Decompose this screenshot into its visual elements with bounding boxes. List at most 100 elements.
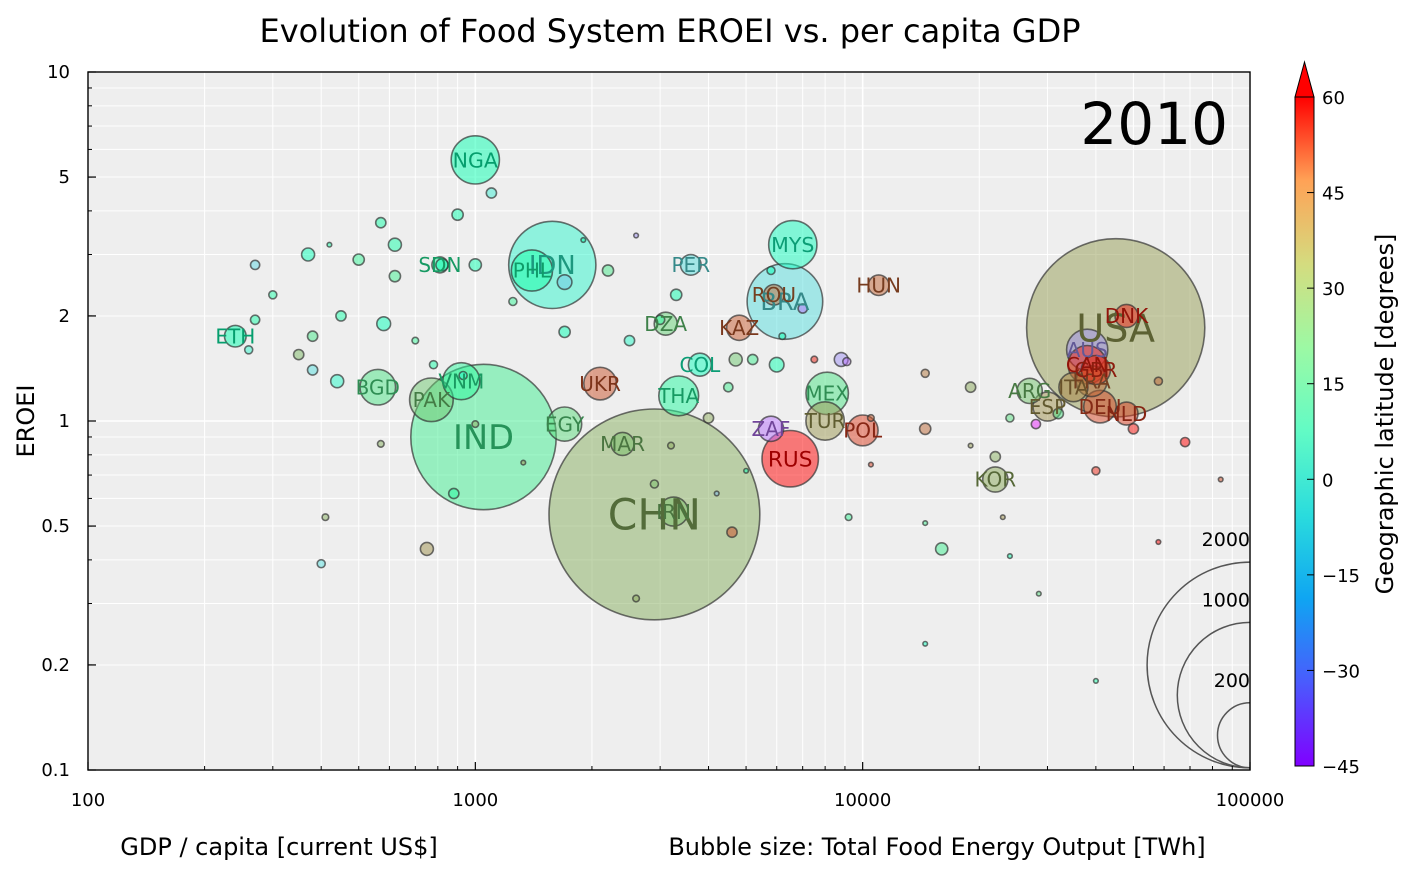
bubble — [866, 413, 876, 423]
bubble-label-bra: BRA — [760, 288, 809, 316]
bubble — [1179, 436, 1191, 448]
bubble — [326, 241, 333, 248]
bubbles — [223, 134, 1224, 685]
bubble — [1155, 538, 1162, 546]
bubble — [666, 441, 676, 450]
y-tick-label: 0.5 — [41, 516, 70, 537]
bubble-label-kaz: KAZ — [719, 316, 759, 340]
bubble-nga — [450, 134, 501, 185]
bubble — [810, 355, 819, 364]
bubble-chn — [548, 408, 761, 621]
bubble — [746, 353, 759, 366]
bubble-label-can: CAN — [1066, 353, 1109, 377]
bubble-zaf — [757, 415, 785, 443]
bubble — [920, 368, 931, 379]
x-tick-label: 100000 — [1216, 790, 1285, 811]
bubble — [841, 356, 852, 367]
colorbar-label: Geographic latitude [degrees] — [1371, 234, 1399, 595]
bubble-pol — [846, 414, 879, 447]
bubble-dnk — [1114, 303, 1139, 329]
y-tick-label: 0.1 — [41, 760, 70, 781]
bubble — [922, 640, 929, 647]
bubble — [766, 265, 776, 276]
colorbar-tick-label: 30 — [1322, 279, 1345, 300]
bubble-label-phl: PHL — [513, 259, 552, 283]
bubble — [292, 348, 305, 361]
bubble-ukr — [582, 366, 618, 401]
colorbar-tick-label: 45 — [1322, 184, 1345, 205]
bubble-label-sdn: SDN — [418, 253, 461, 277]
bubble-label-mar: MAR — [600, 432, 645, 456]
bubble-label-egy: EGY — [545, 412, 585, 436]
size-legend-label-2000: 2000 — [1202, 529, 1250, 551]
bubble — [726, 526, 738, 539]
bubble — [321, 513, 330, 522]
colorbar-ticks: 60 45 30 15 0 −15 −30 −45 — [1307, 88, 1360, 778]
bubble — [451, 208, 464, 222]
bubble-per — [679, 253, 702, 276]
x-tick-label: 100 — [71, 790, 105, 811]
bubble-label-gbr: GBR — [1074, 358, 1117, 382]
chart-title: Evolution of Food System EROEI vs. per c… — [259, 12, 1080, 50]
y-axis-label: EROEI — [12, 385, 40, 458]
bubble — [999, 514, 1006, 521]
bubble-label-hun: HUN — [856, 273, 901, 297]
bubble-label-per: PER — [672, 253, 711, 277]
bubble-label-vnm: VNM — [438, 369, 484, 393]
bubble-label-mex: MEX — [805, 382, 849, 406]
bubble-label-irn: IRN — [656, 500, 691, 524]
bubble — [249, 259, 261, 271]
bubble-rou — [762, 283, 786, 306]
bubble — [1153, 376, 1164, 387]
bubble — [1092, 677, 1099, 685]
bubble-label-ita: ITA — [1058, 375, 1089, 399]
bubble — [649, 479, 660, 489]
bubble — [1127, 422, 1140, 435]
bubble — [468, 257, 483, 272]
x-tick-label: 1000 — [452, 790, 498, 811]
bubble-label-nga: NGA — [453, 148, 498, 172]
bubble-label-col: COL — [679, 353, 721, 377]
bubble-label-idn: IDN — [529, 251, 576, 281]
bubble-label-kor: KOR — [974, 468, 1016, 492]
bubble-label-rou: ROU — [752, 283, 796, 307]
bubble-label-bgd: BGD — [356, 375, 400, 399]
x-tick-label: 10000 — [834, 790, 891, 811]
bubble — [967, 442, 974, 449]
size-caption: Bubble size: Total Food Energy Output [T… — [668, 833, 1205, 861]
bubble-label-pak: PAK — [413, 388, 451, 412]
bubble-label-tur: TUR — [804, 409, 846, 433]
bubble — [419, 541, 435, 557]
size-legend-labels: 2000 1000 200 — [1202, 529, 1250, 692]
bubble-label-chn: CHN — [608, 491, 701, 540]
size-legend-label-1000: 1000 — [1202, 589, 1250, 611]
bubble-label-mys: MYS — [771, 233, 814, 257]
bubble — [669, 288, 683, 302]
bubble — [335, 309, 347, 322]
bubble-nld — [1114, 401, 1139, 426]
bubble — [447, 487, 460, 500]
bubble-kaz — [725, 314, 753, 342]
bubble — [918, 422, 932, 436]
bubble — [316, 558, 327, 569]
colorbar-tick-label: 0 — [1322, 470, 1333, 491]
bubble-hun — [867, 274, 890, 297]
bubble-kor — [981, 466, 1009, 493]
bubble-mar — [610, 431, 635, 457]
bubble — [922, 519, 929, 527]
bubble-bgd — [359, 368, 397, 406]
bubble-label-nld: NLD — [1106, 402, 1148, 426]
bubble — [249, 314, 261, 326]
colorbar-gradient — [1294, 96, 1315, 767]
bubble — [728, 352, 744, 367]
bubble — [374, 216, 387, 229]
bubble — [1005, 413, 1015, 423]
bubble-tha — [657, 375, 700, 417]
bubble-label-deu: DEU — [1079, 395, 1122, 419]
bubble-label-usa: USA — [1076, 306, 1155, 350]
bubble — [243, 344, 254, 355]
bubble-label-dnk: DNK — [1105, 304, 1149, 328]
bubble — [428, 359, 439, 370]
